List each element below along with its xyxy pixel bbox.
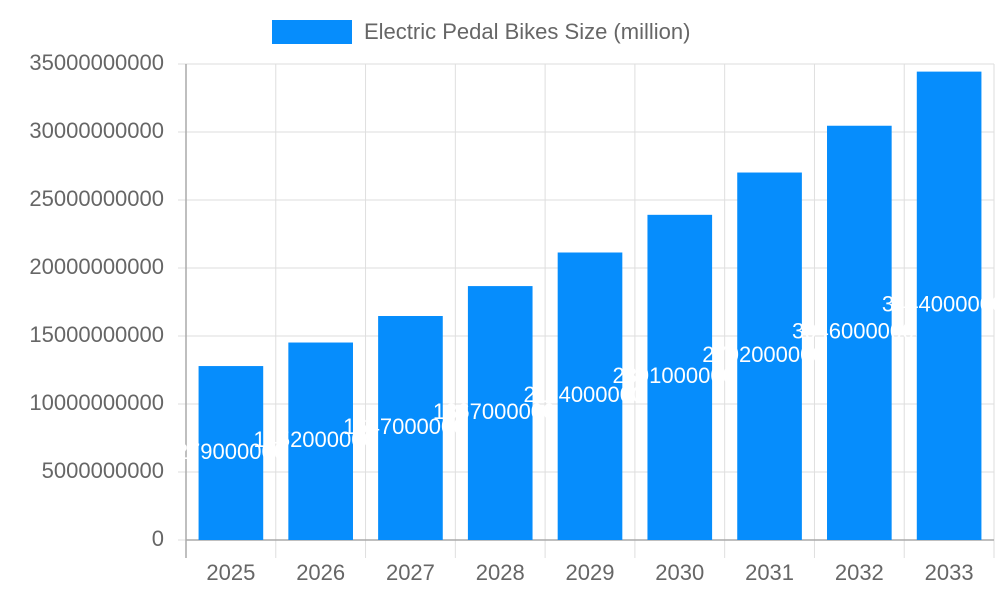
- x-tick-label: 2025: [206, 560, 255, 585]
- x-tick-label: 2032: [835, 560, 884, 585]
- y-tick-label: 30000000000: [29, 118, 164, 143]
- x-tick-label: 2029: [566, 560, 615, 585]
- data-label: 30460000000: [792, 319, 927, 344]
- data-label: 16470000000: [343, 414, 478, 439]
- data-label: 21140000000: [524, 382, 657, 407]
- x-tick-label: 2033: [925, 560, 974, 585]
- legend-label: Electric Pedal Bikes Size (million): [364, 19, 690, 44]
- bar: [288, 342, 353, 540]
- y-tick-label: 25000000000: [29, 186, 164, 211]
- data-label: 18670000000: [433, 399, 568, 424]
- data-label: 34440000000: [882, 292, 1000, 317]
- y-tick-label: 10000000000: [29, 390, 164, 415]
- legend-swatch: [272, 20, 352, 44]
- bar: [916, 71, 982, 540]
- data-label: 14520000000: [253, 427, 388, 452]
- x-tick-label: 2028: [476, 560, 525, 585]
- x-tick-label: 2026: [296, 560, 345, 585]
- data-label: 23910000000: [612, 363, 747, 388]
- y-tick-label: 0: [152, 526, 164, 551]
- y-tick-label: 15000000000: [29, 322, 164, 347]
- bar: [467, 286, 533, 540]
- bar: [647, 214, 713, 540]
- bar: [827, 125, 892, 540]
- data-label: 27020000000: [702, 342, 837, 367]
- y-tick-label: 35000000000: [29, 50, 164, 75]
- bar: [557, 252, 623, 540]
- y-tick-label: 20000000000: [29, 254, 164, 279]
- bar: [378, 316, 443, 540]
- x-tick-label: 2027: [386, 560, 435, 585]
- data-label: 12790000000: [164, 439, 299, 464]
- bar: [737, 172, 802, 540]
- y-tick-label: 5000000000: [42, 458, 164, 483]
- bar: [198, 366, 264, 540]
- x-tick-label: 2030: [655, 560, 704, 585]
- x-tick-label: 2031: [745, 560, 794, 585]
